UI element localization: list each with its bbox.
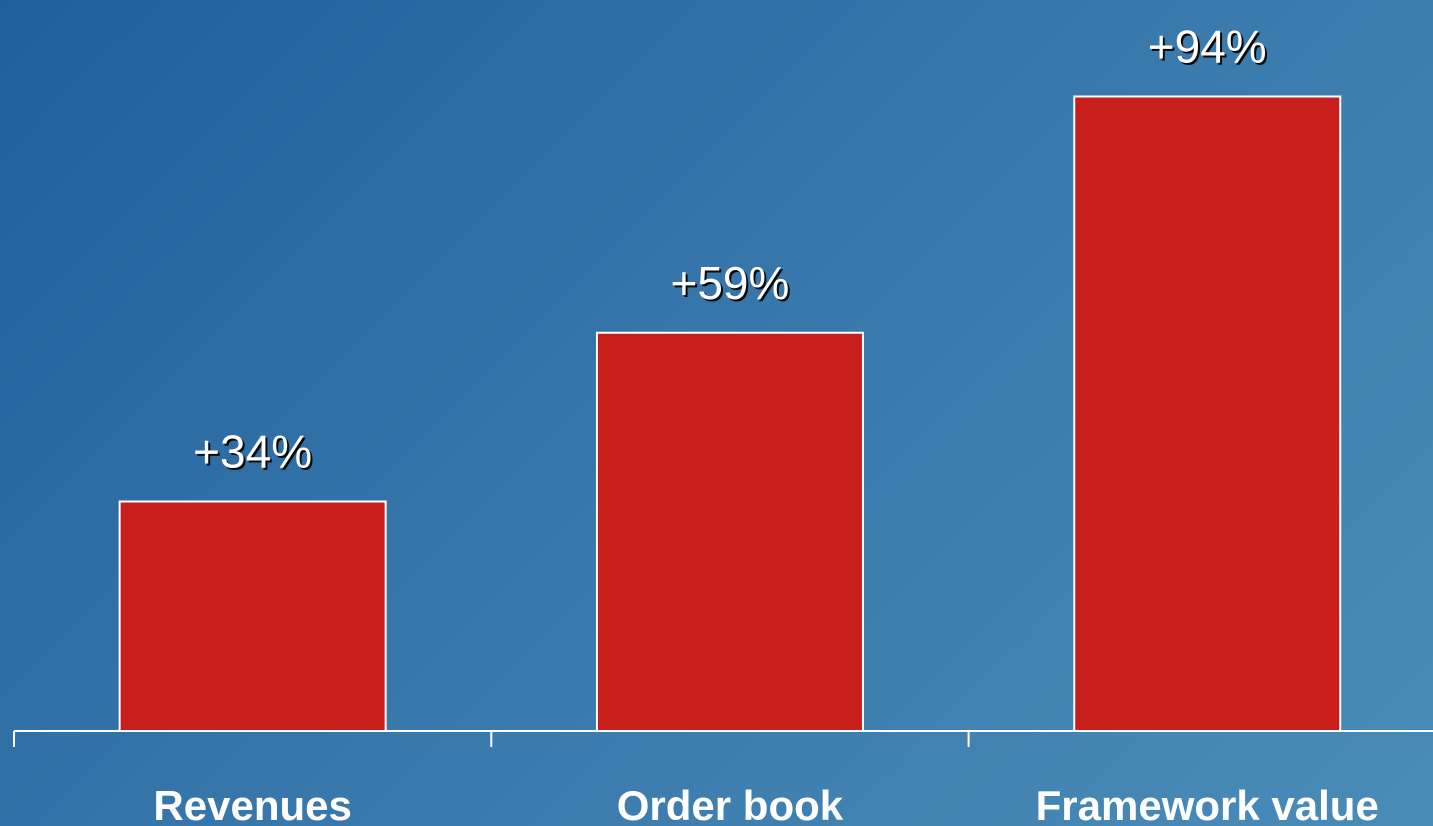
data-label-shadow: +34% [195,428,314,480]
data-label: +59% [670,257,789,309]
category-labels-layer: Revenues Order book Framework value [153,782,1378,826]
category-label: Order book [617,782,844,826]
data-label: +34% [193,426,312,478]
data-label-shadow: +59% [672,259,791,311]
bar-revenues [118,500,387,732]
data-label: +94% [1148,21,1267,73]
bars-layer [118,95,1342,732]
data-label-shadow: +94% [1150,23,1269,75]
bar-framework-value [1073,95,1342,732]
category-label: Revenues [153,782,351,826]
x-axis [13,730,1433,747]
data-labels-layer: +34%+34%+59%+59%+94%+94% [193,21,1269,480]
bar-order-book [595,331,864,732]
category-label: Framework value [1036,782,1379,826]
